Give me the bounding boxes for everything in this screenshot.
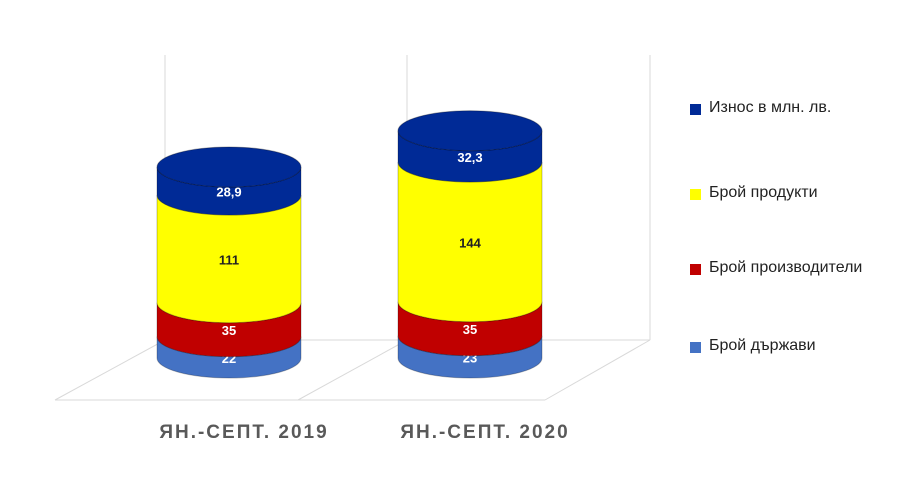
value-label: 111	[219, 252, 239, 267]
cylinder-top	[156, 146, 302, 188]
legend-item: Брой производители	[690, 259, 879, 281]
legend-label: Брой продукти	[709, 184, 818, 201]
value-label: 32,3	[457, 150, 482, 165]
value-label: 35	[222, 323, 236, 338]
value-label: 28,9	[216, 184, 241, 199]
category-label: ЯН.-СЕПТ. 2020	[400, 422, 569, 443]
floor-frame	[54, 55, 651, 401]
legend-label: Брой държави	[709, 337, 816, 354]
cylinder-top	[397, 110, 543, 152]
value-label: 144	[459, 235, 481, 250]
legend-item: Брой държави	[690, 337, 879, 359]
legend-swatch	[690, 342, 701, 353]
legend-item: Брой продукти	[690, 184, 879, 206]
legend-label: Брой производители	[709, 259, 863, 276]
legend-swatch	[690, 104, 701, 115]
legend-swatch	[690, 264, 701, 275]
legend-item: Износ в млн. лв.	[690, 99, 879, 121]
value-label: 35	[463, 322, 477, 337]
legend-swatch	[690, 189, 701, 200]
legend-label: Износ в млн. лв.	[709, 99, 832, 116]
category-label: ЯН.-СЕПТ. 2019	[159, 422, 328, 443]
